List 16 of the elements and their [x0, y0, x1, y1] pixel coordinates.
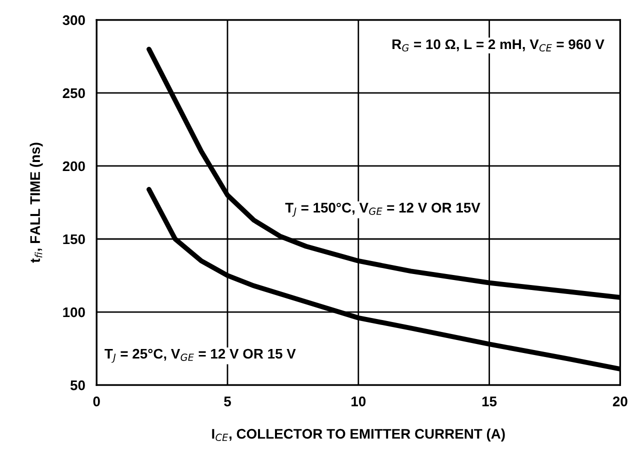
x-tick-label: 0: [93, 396, 100, 406]
y-axis-title: t$_{fi}$, FALL TIME (ns): [30, 142, 43, 263]
y-tick-label: 50: [70, 380, 85, 390]
y-tick-label: 150: [63, 234, 85, 244]
annotation: R$_{G}$ = 10 Ω, L = 2 mH, V$_{CE}$ = 960 V: [392, 39, 604, 52]
x-tick-label: 20: [612, 396, 628, 406]
x-axis-title: I$_{CE}$, COLLECTOR TO EMITTER CURRENT (A): [212, 428, 505, 442]
y-tick-label: 250: [62, 88, 85, 98]
x-tick-label: 5: [224, 396, 231, 406]
annotation: T$_{J}$ = 25°C, V$_{GE}$ = 12 V OR 15 V: [104, 348, 296, 363]
x-tick-label: 10: [352, 396, 366, 406]
x-tick-label: 15: [482, 396, 497, 406]
y-tick-label: 100: [63, 307, 85, 318]
y-tick-label: 300: [62, 15, 85, 26]
y-tick-label: 200: [62, 161, 85, 172]
annotation: T$_{J}$ = 150°C, V$_{GE}$ = 12 V OR 15V: [285, 202, 480, 217]
